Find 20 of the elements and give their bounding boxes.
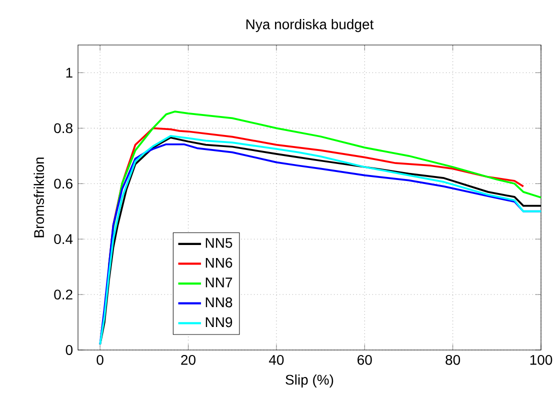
y-tick-label: 0.6 (54, 178, 72, 189)
legend-label: NN7 (206, 278, 232, 288)
y-tick-label: 0.2 (54, 290, 72, 300)
x-axis-title: Slip (%) (286, 374, 334, 388)
x-tick-label: 40 (268, 354, 284, 365)
y-tick-label: 1 (66, 68, 72, 78)
legend-label: NN9 (206, 317, 232, 328)
chart-title: Nya nordiska budget (246, 19, 374, 32)
x-tick-label: 100 (530, 354, 552, 365)
legend-label: NN5 (206, 238, 232, 248)
x-tick-label: 80 (446, 354, 460, 365)
y-tick-label: 0 (66, 345, 73, 355)
y-tick-label: 0.8 (54, 123, 72, 134)
x-tick-label: 20 (181, 354, 196, 365)
legend-label: NN6 (206, 258, 232, 268)
legend-label: NN8 (206, 297, 232, 308)
y-tick-label: 0.4 (54, 234, 73, 244)
x-tick-label: 60 (358, 354, 372, 365)
y-axis-title: Bromsfriktion (34, 158, 44, 238)
x-tick-label: 0 (96, 354, 104, 365)
